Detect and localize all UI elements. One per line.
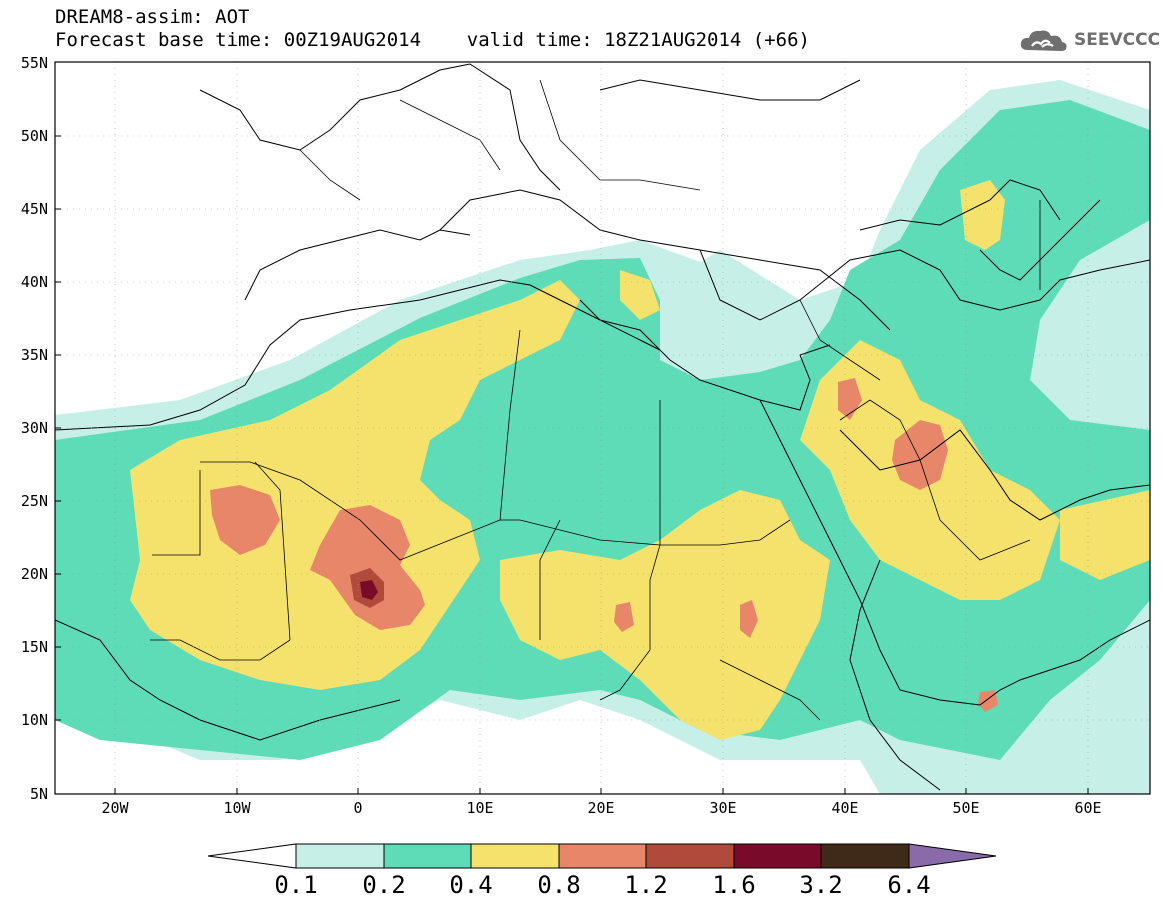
latitude-labels: 55N 50N 45N 40N 35N 30N 25N 20N 15N 10N …: [21, 54, 48, 803]
aot-band-0.8: [310, 505, 425, 630]
colorbar-label: 6.4: [887, 871, 930, 899]
colorbar-swatch: [733, 843, 822, 869]
gridlines: [55, 62, 1150, 794]
colorbar-swatch: [383, 843, 472, 869]
lon-label: 40E: [831, 799, 858, 817]
aot-band-0.8: [740, 600, 758, 638]
colorbar-swatch: [645, 843, 735, 869]
lon-label: 50E: [952, 799, 979, 817]
lat-label: 30N: [21, 419, 48, 437]
longitude-labels: 20W 10W 0 10E 20E 30E 40E 50E 60E: [101, 799, 1101, 817]
lat-label: 10N: [21, 711, 48, 729]
colorbar-swatch: [558, 843, 647, 869]
aot-band-0.8: [210, 485, 280, 555]
colorbar-labels: 0.1 0.2 0.4 0.8 1.2 1.6 3.2 6.4: [274, 871, 930, 899]
colorbar-label: 0.1: [274, 871, 317, 899]
lon-label: 60E: [1074, 799, 1101, 817]
title-block: DREAM8-assim: AOT Forecast base time: 00…: [55, 6, 810, 52]
aot-band-0.4: [1060, 490, 1150, 580]
aot-band-0.4: [500, 490, 830, 740]
lon-label: 20W: [101, 799, 129, 817]
colorbar-label: 0.4: [449, 871, 492, 899]
aot-field: [55, 80, 1150, 794]
aot-band-0.8: [892, 420, 948, 490]
lon-label: 20E: [587, 799, 614, 817]
cloud-icon: [1020, 30, 1067, 51]
logo-text: SEEVCCC: [1074, 30, 1161, 50]
colorbar-swatch: [295, 843, 385, 869]
axis-ticks: [55, 61, 1089, 794]
lon-label: 10E: [466, 799, 493, 817]
seevccc-logo: SEEVCCC: [1018, 26, 1160, 54]
aot-band-0.4: [130, 280, 580, 690]
lat-label: 40N: [21, 273, 48, 291]
colorbar-label: 1.2: [624, 871, 667, 899]
title-line-1: DREAM8-assim: AOT: [55, 6, 250, 28]
lat-label: 5N: [30, 785, 48, 803]
lat-label: 55N: [21, 54, 48, 72]
lat-label: 20N: [21, 565, 48, 583]
country-borders: [150, 79, 1041, 721]
lon-label: 10W: [223, 799, 251, 817]
colorbar-label: 0.8: [537, 871, 580, 899]
lon-label: 30E: [709, 799, 736, 817]
lat-label: 50N: [21, 127, 48, 145]
colorbar-over-arrow: [908, 843, 997, 869]
lat-label: 15N: [21, 638, 48, 656]
lat-label: 25N: [21, 492, 48, 510]
colorbar-under-arrow: [207, 843, 297, 869]
lat-label: 45N: [21, 200, 48, 218]
colorbar-swatch: [470, 843, 560, 869]
colorbar: [207, 843, 997, 869]
lon-label: 0: [353, 799, 362, 817]
colorbar-label: 1.6: [712, 871, 755, 899]
aot-band-0.4: [960, 180, 1005, 250]
colorbar-label: 3.2: [799, 871, 842, 899]
aot-band-1.6: [360, 580, 378, 600]
colorbar-label: 0.2: [362, 871, 405, 899]
lat-label: 35N: [21, 346, 48, 364]
aot-band-0.4: [620, 270, 660, 320]
aot-band-0.8: [614, 602, 634, 632]
title-line-2: Forecast base time: 00Z19AUG2014 valid t…: [55, 29, 810, 51]
colorbar-swatch: [820, 843, 910, 869]
